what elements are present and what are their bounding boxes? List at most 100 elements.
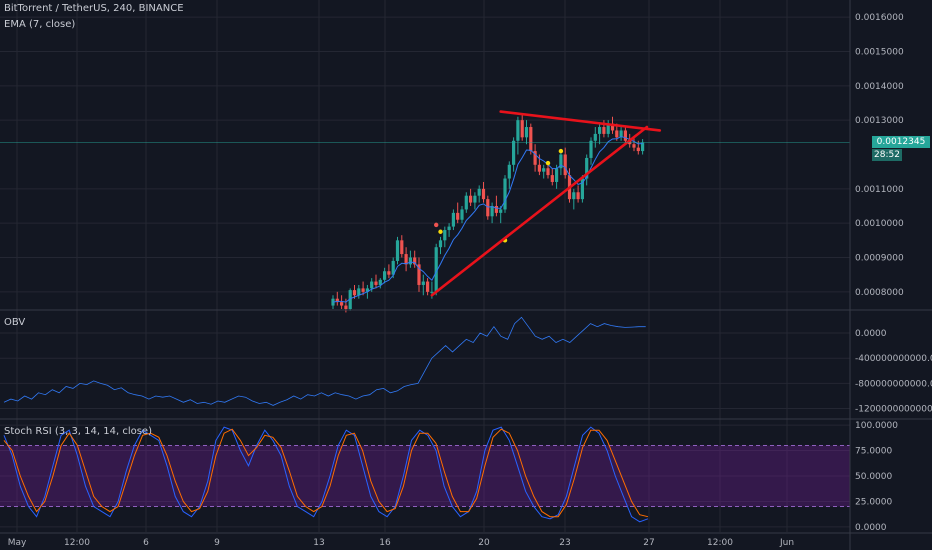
stoch-rsi-legend[interactable]: Stoch RSI (3, 3, 14, 14, close) [4,426,152,437]
candle[interactable] [421,274,425,296]
candle[interactable] [395,236,400,265]
obv-legend[interactable]: OBV [4,317,26,328]
candle[interactable] [623,127,627,145]
candle-body [348,290,352,309]
candle-body [383,271,387,280]
candle[interactable] [357,284,361,299]
candle[interactable] [520,113,524,141]
candle[interactable] [585,154,589,186]
candle[interactable] [464,192,468,213]
candle[interactable] [598,123,602,145]
time-axis-label: 20 [478,538,490,548]
candle[interactable] [563,147,567,179]
candle[interactable] [512,137,516,172]
signal-dot [558,148,564,154]
candle-body [529,127,533,152]
candle[interactable] [533,144,537,172]
candle-body [499,209,503,213]
candle[interactable] [516,116,520,155]
candle[interactable] [503,175,507,213]
candle[interactable] [335,291,339,306]
candle[interactable] [460,206,464,224]
candle[interactable] [589,137,593,165]
candle-body [610,123,615,131]
candle-body [335,298,339,303]
candle[interactable] [481,181,486,203]
candle-body [395,240,400,261]
candle-body [494,206,498,213]
candle[interactable] [580,175,584,203]
candle[interactable] [550,168,554,186]
candle[interactable] [641,139,645,155]
candle[interactable] [352,284,357,299]
candle-body [490,206,494,217]
candle[interactable] [451,209,455,231]
candle[interactable] [378,278,382,289]
candle[interactable] [387,264,391,279]
candle[interactable] [576,185,580,203]
candle[interactable] [383,267,387,284]
candle-body [520,120,524,138]
candle[interactable] [361,281,365,296]
candle[interactable] [542,164,546,179]
candle[interactable] [331,295,335,309]
candle[interactable] [456,202,460,224]
stoch-rsi-axis-label: 100.0000 [855,421,898,431]
candle[interactable] [447,223,451,237]
symbol-legend[interactable]: BitTorrent / TetherUS, 240, BINANCE [4,3,184,14]
candle[interactable] [606,120,610,138]
candle-body [619,130,623,138]
candle[interactable] [434,243,438,296]
trendline-resistance[interactable] [499,110,662,132]
candle[interactable] [494,195,498,217]
candle-body [451,212,455,227]
candle[interactable] [408,250,412,268]
candle[interactable] [374,274,378,289]
candle[interactable] [469,188,473,206]
candle-body [507,164,511,179]
candle[interactable] [426,278,430,296]
candle[interactable] [593,127,597,148]
stoch-rsi-axis-label: 0.0000 [855,523,887,533]
candle[interactable] [486,195,490,220]
candle[interactable] [559,151,563,176]
trendlines[interactable] [430,110,662,297]
candle[interactable] [529,123,533,155]
ema-legend[interactable]: EMA (7, close) [4,19,76,30]
candle[interactable] [340,295,344,309]
candle-body [555,168,559,182]
obv-axis-label: -800000000000.0000 [855,379,932,389]
candle-body [426,281,430,292]
time-axis-label: Jun [779,538,794,548]
candle-body [503,178,507,210]
axis-labels: 0.0016000 0.0015000 0.0014000 0.0013000 0.00… [8,13,932,548]
candle-body [340,302,344,306]
candle[interactable] [632,137,636,152]
candle-body [572,192,576,200]
candlestick-series[interactable] [331,113,645,313]
candle[interactable] [572,188,576,210]
candle[interactable] [490,202,494,224]
candle[interactable] [477,185,481,203]
candle-body [593,133,597,141]
candle-body [533,151,537,165]
candle[interactable] [348,288,352,311]
candle[interactable] [524,120,529,145]
candle[interactable] [473,192,477,210]
candle[interactable] [417,257,421,292]
candle-body [404,254,408,265]
candle[interactable] [400,235,404,258]
trendline-support[interactable] [430,125,649,297]
candle[interactable] [404,247,408,272]
candle[interactable] [507,161,511,189]
candle[interactable] [619,127,623,141]
stoch-rsi-band [0,445,850,507]
candle[interactable] [413,250,417,268]
candle[interactable] [438,236,443,255]
candle[interactable] [636,140,640,155]
candle-body [537,164,541,172]
candle-body [370,281,374,289]
candle[interactable] [443,226,447,248]
